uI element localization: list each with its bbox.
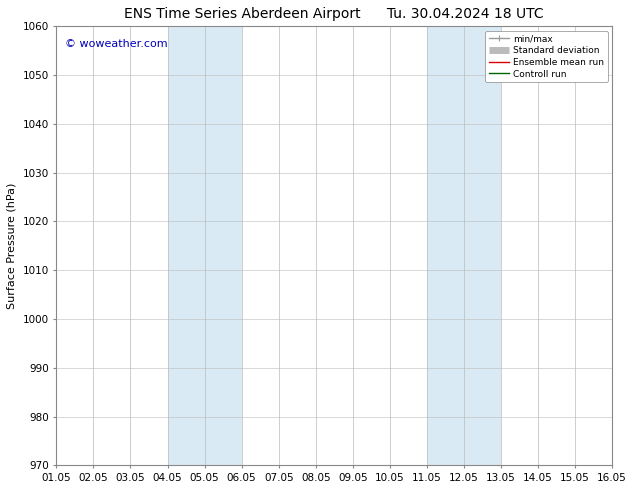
Y-axis label: Surface Pressure (hPa): Surface Pressure (hPa) [7,183,17,309]
Bar [427,26,501,465]
Bar [167,26,242,465]
Title: ENS Time Series Aberdeen Airport      Tu. 30.04.2024 18 UTC: ENS Time Series Aberdeen Airport Tu. 30.… [124,7,544,21]
Legend: min/max, Standard deviation, Ensemble mean run, Controll run: min/max, Standard deviation, Ensemble me… [485,31,607,82]
Text: © woweather.com: © woweather.com [65,40,167,49]
